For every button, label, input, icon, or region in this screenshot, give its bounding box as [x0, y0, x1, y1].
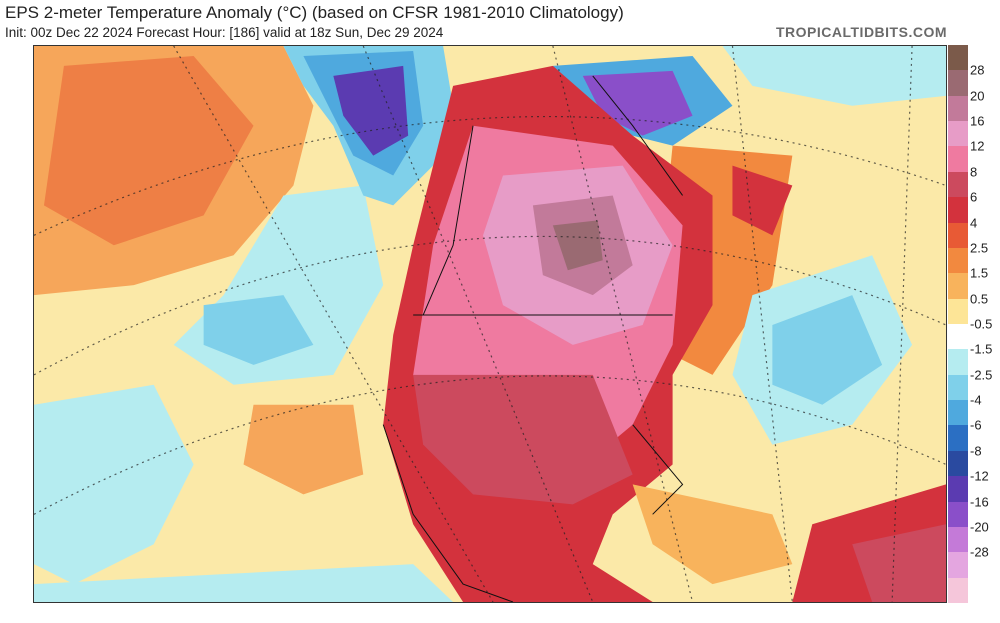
- colorbar-segment: [948, 501, 968, 528]
- colorbar-tick-label: -16: [970, 494, 989, 510]
- colorbar-tick-label: -2.5: [970, 367, 993, 383]
- colorbar-segment: [948, 577, 968, 604]
- colorbar-tick-label: 1.5: [970, 265, 989, 281]
- chart-subtitle: Init: 00z Dec 22 2024 Forecast Hour: [18…: [5, 25, 444, 40]
- colorbar-segment: [948, 171, 968, 198]
- colorbar-tick-label: -12: [970, 468, 989, 484]
- map-canvas: [34, 46, 946, 602]
- colorbar-tick-label: -20: [970, 519, 989, 535]
- colorbar-tick-label: 6: [970, 189, 978, 205]
- colorbar-tick-label: 28: [970, 62, 985, 78]
- colorbar-tick-label: -6: [970, 417, 982, 433]
- chart-title: EPS 2-meter Temperature Anomaly (°C) (ba…: [5, 3, 624, 22]
- colorbar-tick-label: 20: [970, 88, 985, 104]
- colorbar-segment: [948, 400, 968, 426]
- colorbar-tick-label: -28: [970, 544, 989, 560]
- colorbar-segment: [948, 146, 968, 173]
- colorbar-ticks: 28 20 16 12 8 6 4 2.5 1.5 0.5 -0.5 -1.5 -2.5 -4 -6 -8 -1…: [970, 45, 1000, 603]
- colorbar-tick-label: 8: [970, 164, 978, 180]
- colorbar-segment: [948, 476, 968, 503]
- colorbar-segment: [948, 95, 968, 122]
- colorbar-segment: [948, 70, 968, 97]
- colorbar-tick-label: -1.5: [970, 341, 993, 357]
- colorbar-segment: [948, 425, 968, 452]
- colorbar-segment: [948, 298, 968, 325]
- colorbar-segment: [948, 450, 968, 477]
- colorbar-segment: [948, 45, 968, 71]
- colorbar-tick-label: -4: [970, 392, 982, 408]
- colorbar-segment: [948, 324, 968, 350]
- colorbar-tick-label: -0.5: [970, 316, 993, 332]
- colorbar-tick-label: -8: [970, 443, 982, 459]
- colorbar-tick-label: 16: [970, 113, 985, 129]
- colorbar-tick-label: 12: [970, 138, 985, 154]
- colorbar-segment: [948, 222, 968, 249]
- colorbar-segment: [948, 273, 968, 300]
- colorbar-segment: [948, 552, 968, 579]
- colorbar-segment: [948, 121, 968, 147]
- colorbar-segment: [948, 374, 968, 401]
- colorbar-segment: [948, 349, 968, 376]
- colorbar-tick-label: 4: [970, 215, 978, 231]
- colorbar-tick-label: 2.5: [970, 240, 989, 256]
- colorbar-segment: [948, 247, 968, 274]
- colorbar-segment: [948, 197, 968, 224]
- colorbar-segment: [948, 526, 968, 553]
- colorbar: [948, 45, 968, 604]
- colorbar-tick-label: 0.5: [970, 291, 989, 307]
- source-brand: TROPICALTIDBITS.COM: [775, 24, 947, 40]
- anomaly-map: [33, 45, 947, 603]
